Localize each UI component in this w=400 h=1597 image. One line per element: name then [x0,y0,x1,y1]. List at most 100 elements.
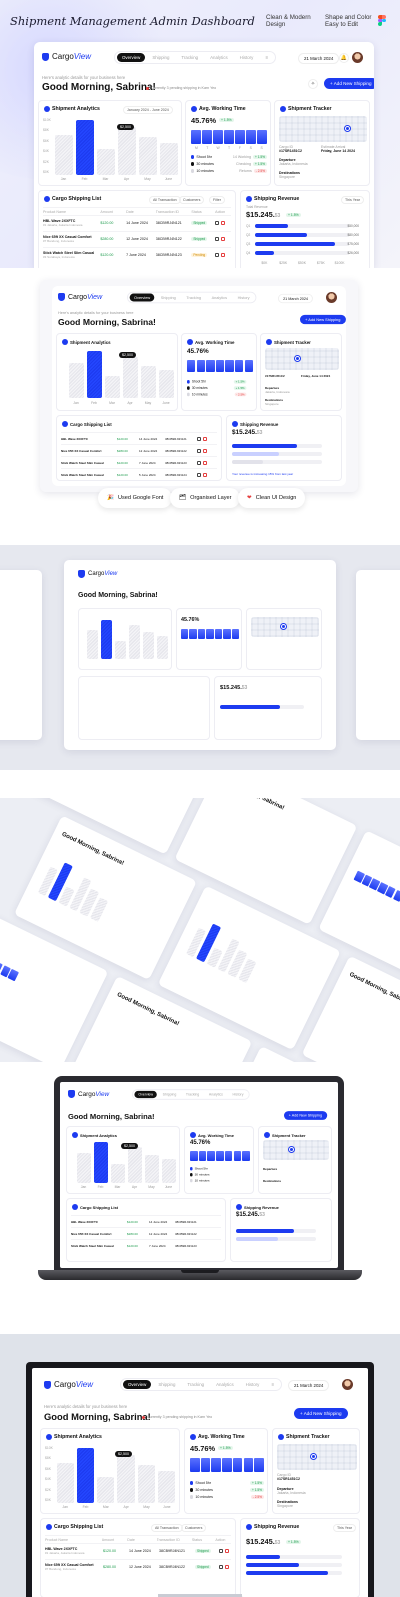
bar-may[interactable] [138,137,157,175]
bell-icon[interactable]: 🔔 [339,53,349,63]
edit-icon[interactable] [197,436,201,441]
tracker-map[interactable] [279,116,367,142]
date-picker[interactable]: 21 March 2024 [298,53,340,64]
trash-icon[interactable] [203,472,207,477]
bar-mar[interactable] [114,640,126,659]
bar-jan[interactable] [86,630,98,659]
tab-shipping[interactable]: Shipping [158,1382,176,1387]
add-shipping-button[interactable]: + Add New Shipping [294,1408,348,1419]
bar-mar[interactable] [96,149,115,175]
bar-apr[interactable] [117,1455,135,1503]
add-shipping-button[interactable]: + Add New Shipping [300,314,346,325]
bar-feb[interactable] [76,1448,95,1503]
star-icon[interactable]: ✧ [308,79,318,89]
add-shipping-button[interactable]: + Add New Shipping [284,1111,327,1120]
table-row[interactable]: HBL Wave 2XXFTC #1 Jakarta, Jakarta Indon… [45,1543,231,1558]
tab-tracking[interactable]: Tracking [187,1382,205,1387]
tab-overview[interactable]: Overview [129,293,155,302]
bar-mar[interactable] [110,1163,125,1183]
bar-june[interactable] [156,635,168,659]
range-select[interactable]: January 2024 - June 2024 [123,106,173,114]
table-row[interactable]: HBL Wave 2XXFTC #1 Jakarta, Jakarta Indon… [43,215,231,230]
bar-feb[interactable] [93,1141,108,1183]
x-tick-label: Apr [123,177,130,181]
trash-icon[interactable] [203,448,207,453]
trash-icon[interactable] [221,221,226,225]
edit-icon[interactable] [219,1549,223,1553]
bar-feb[interactable] [75,120,94,175]
bar-june[interactable] [158,370,174,398]
tab-analytics[interactable]: Analytics [216,1382,234,1387]
bar-apr[interactable] [122,357,138,398]
table-row[interactable]: Nice 65ft XX Casual Comfort #7 Bandung, I… [45,1559,231,1574]
bar-june[interactable] [159,142,178,175]
bar-jan[interactable] [68,363,84,398]
edit-icon[interactable] [215,253,220,257]
tab-history[interactable]: History [239,55,254,60]
avatar[interactable] [342,1379,353,1390]
bar-jan[interactable] [56,1462,74,1503]
table-row[interactable]: HBL Wave 2XXFTC $120.00 14 June 2024 38CB9R… [61,432,217,444]
tab-history[interactable]: History [237,295,250,300]
bar-may[interactable] [142,632,154,659]
revenue-range-select[interactable]: This Year [341,196,364,204]
shipment-tracker-panel [246,608,322,670]
tab-history[interactable]: History [245,1382,260,1387]
add-shipping-button[interactable]: + Add New Shipping [324,78,374,89]
table-row[interactable]: Stick Watch Steel Slim Casual $120.00 7 Ju… [61,456,217,468]
bar-mar[interactable] [104,375,120,398]
bar-jan[interactable] [76,1152,91,1183]
bar-apr[interactable] [128,625,140,659]
bar-mar[interactable] [97,1477,115,1503]
destination: Destinations Singapore [279,171,301,179]
bar-may[interactable] [137,1465,156,1503]
bar-june[interactable] [161,1158,176,1183]
filter-button[interactable]: Filter [209,196,225,204]
bar-feb[interactable] [100,619,112,659]
date-picker[interactable]: 21 March 2024 [288,1380,330,1391]
bar-feb[interactable] [86,350,102,398]
avatar[interactable] [326,292,337,303]
tab-shipping[interactable]: Shipping [152,55,170,60]
tab-tracking[interactable]: Tracking [181,55,199,60]
avatar[interactable] [352,52,363,63]
table-row[interactable]: Stick Watch Steel Slim Casual $120.00 5 Ju… [61,468,217,480]
menu-icon[interactable]: ≡ [265,55,268,60]
edit-icon[interactable] [197,448,201,453]
tracker-map[interactable] [265,348,339,370]
tab-analytics[interactable]: Analytics [211,295,228,300]
trash-icon[interactable] [225,1549,229,1553]
menu-icon[interactable]: ≡ [271,1382,274,1387]
bar-apr[interactable] [117,127,136,175]
filter-transactions[interactable]: All Transaction [149,196,181,204]
table-row[interactable]: Nice 65ft XX Casual Comfort #7 Bandung, I… [43,231,231,246]
filter-customers[interactable]: Customers [179,196,205,204]
bar-june[interactable] [158,1470,176,1503]
table-row[interactable]: Nice 65ft XX Casual Comfort $280.00 12 Jun… [61,444,217,456]
tab-overview[interactable]: Overview [123,1380,152,1389]
tab-shipping[interactable]: Shipping [160,295,176,300]
tab-overview[interactable]: Overview [117,53,146,62]
trash-icon[interactable] [225,1565,229,1569]
tab-tracking[interactable]: Tracking [186,295,202,300]
bar-may[interactable] [140,365,156,398]
bar-may[interactable] [144,1154,159,1183]
tab-analytics[interactable]: Analytics [210,55,228,60]
trash-icon[interactable] [221,237,226,241]
edit-icon[interactable] [219,1565,223,1569]
trash-icon[interactable] [221,253,226,257]
edit-icon[interactable] [197,472,201,477]
revenue-axis: $0K $25K $50K $75K $100K [261,261,345,265]
trash-icon[interactable] [203,460,207,465]
bar-jan[interactable] [54,134,73,175]
bar-apr[interactable] [127,1147,142,1183]
revenue-footer-link[interactable]: Your revenue is increasing 15% from last… [232,472,294,476]
date-picker[interactable]: 21 March 2024 [278,293,314,304]
edit-icon[interactable] [215,237,220,241]
trash-icon[interactable] [203,436,207,441]
edit-icon[interactable] [197,460,201,465]
edit-icon[interactable] [215,221,220,225]
table-row[interactable]: Stick Watch Steel Slim Casual #3 Surabaya… [43,247,231,262]
logo[interactable]: Cargo View [42,52,91,61]
x-tick-label: May [144,401,152,405]
